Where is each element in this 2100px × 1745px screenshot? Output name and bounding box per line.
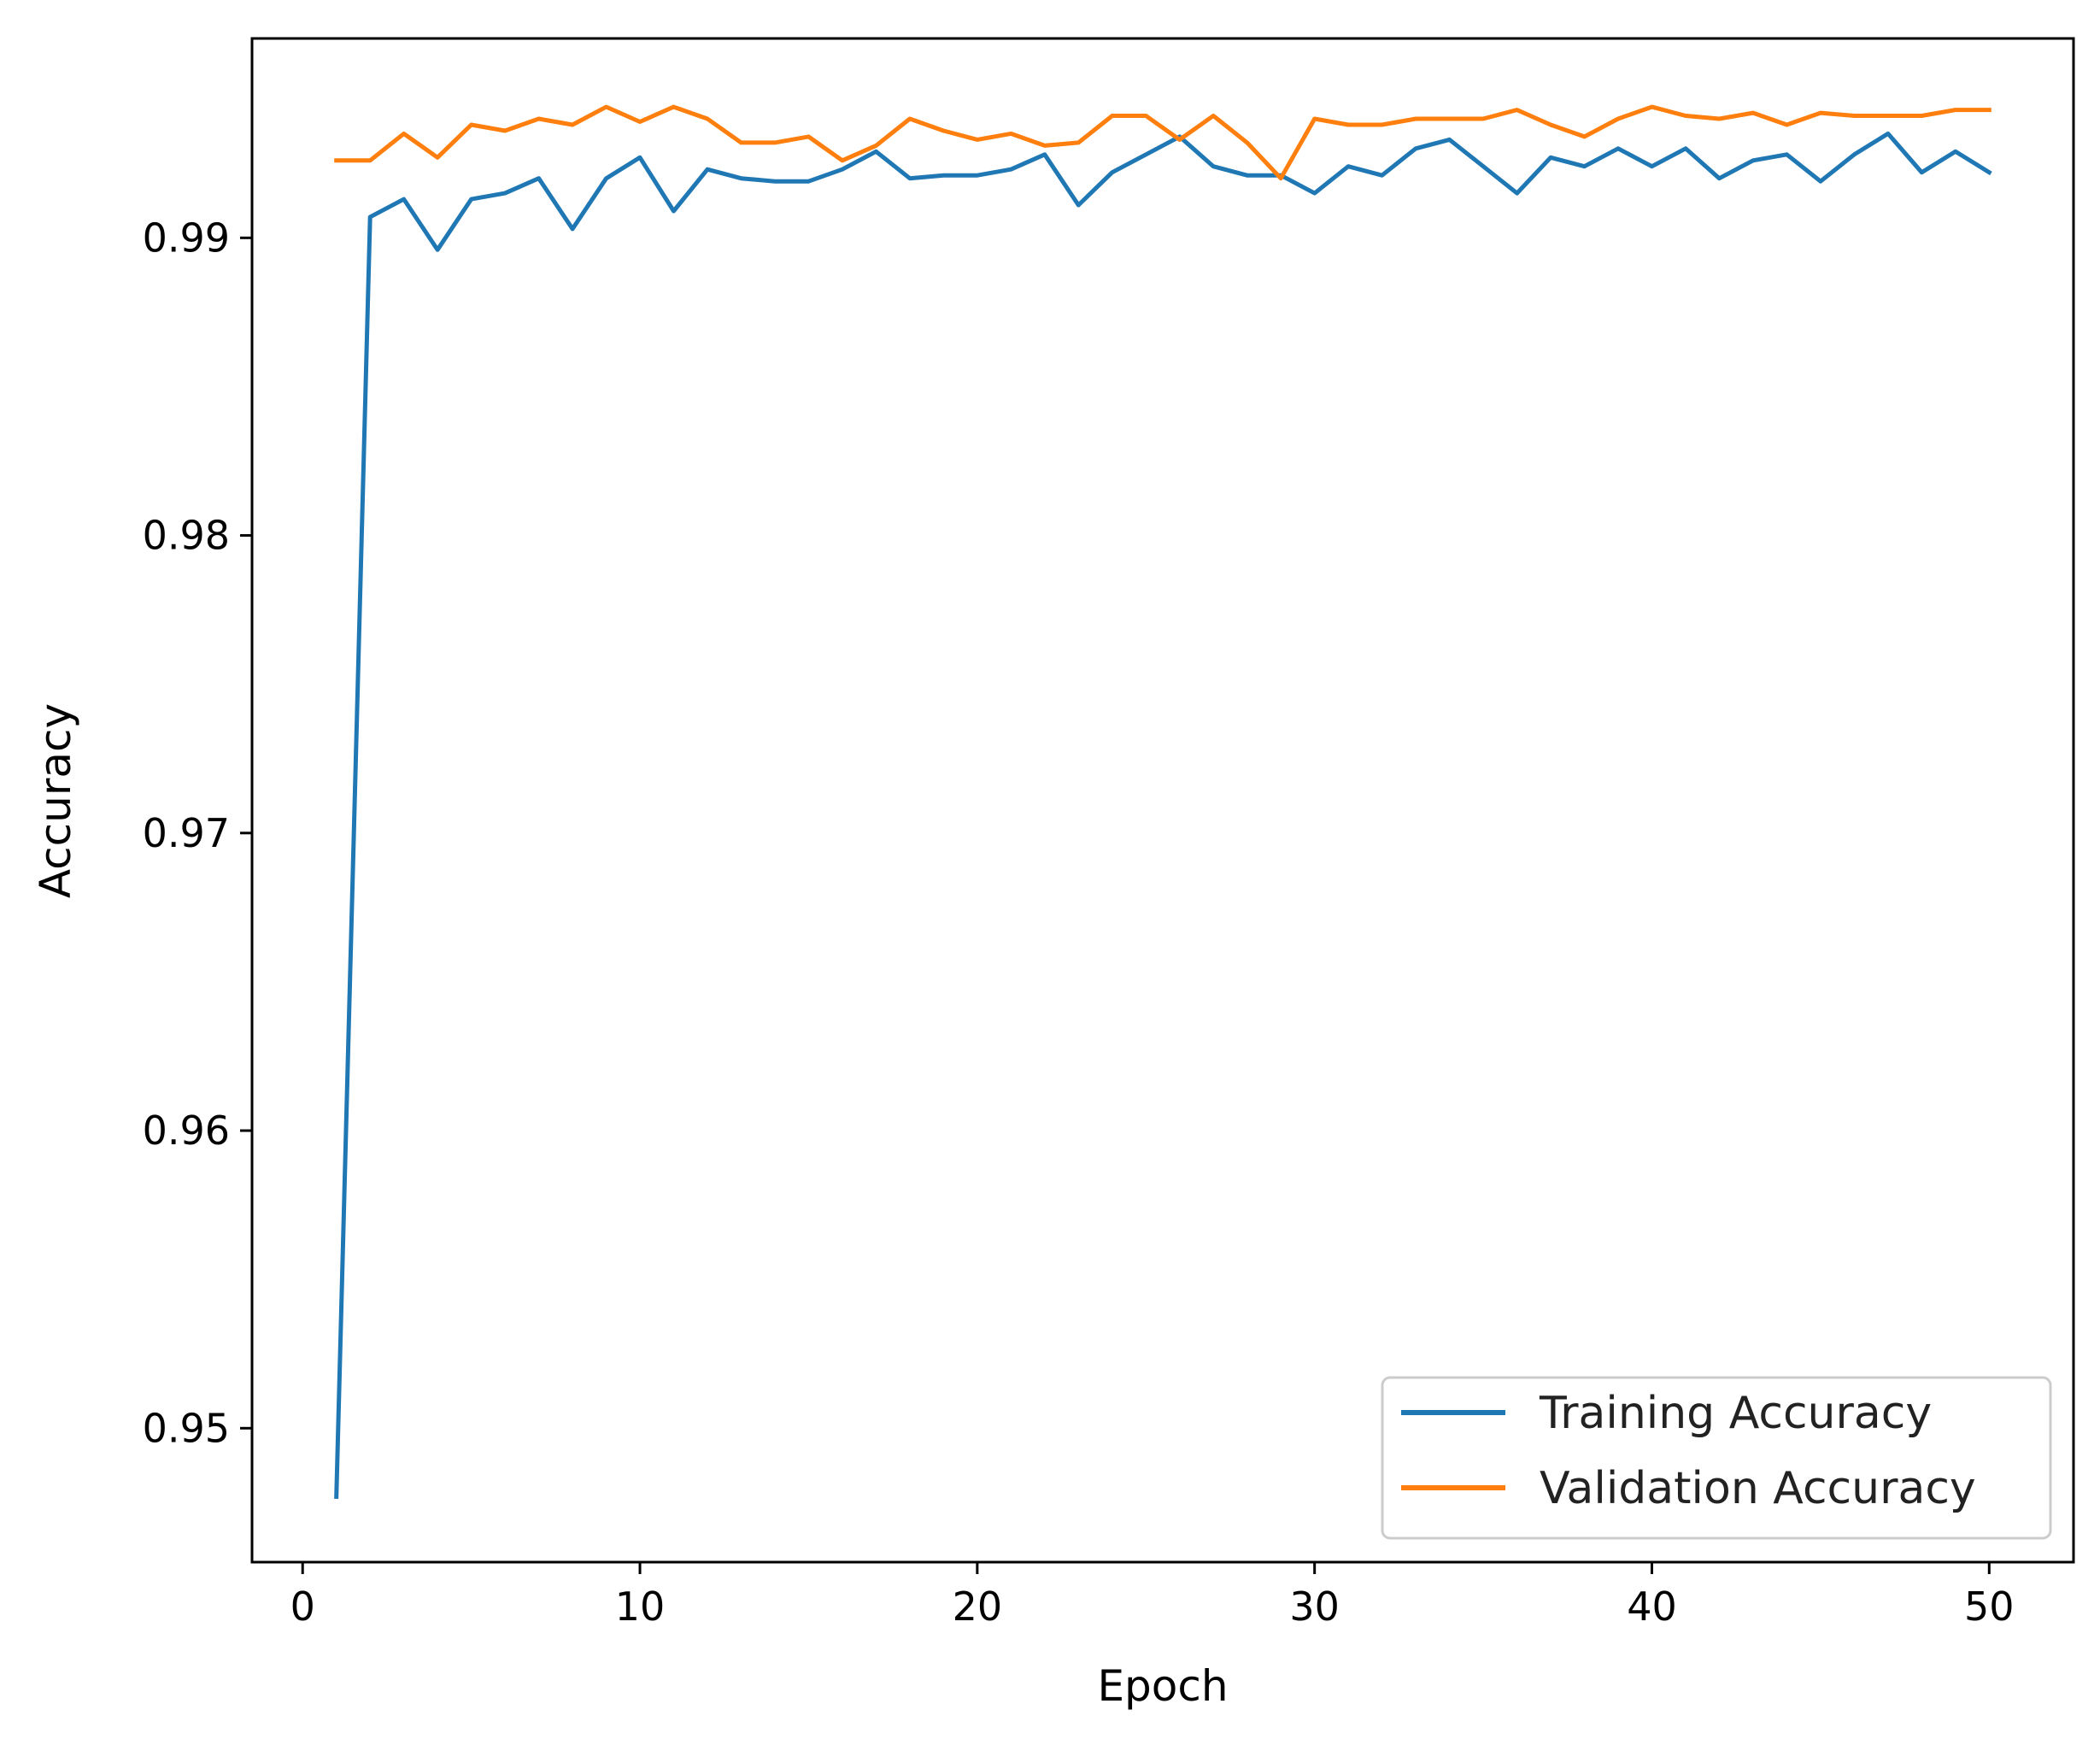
y-tick-label: 0.95 [143, 1405, 230, 1451]
series-layer [334, 104, 1992, 1499]
x-tick-label: 20 [953, 1583, 1003, 1630]
x-tick-label: 10 [615, 1583, 666, 1630]
series-line-validation [334, 104, 1991, 181]
y-axis-ticks: 0.95 0.96 0.97 0.98 0.99 [143, 214, 252, 1451]
y-tick-label: 0.96 [143, 1108, 230, 1154]
x-axis-ticks: 0 10 20 30 40 50 [290, 1562, 2015, 1630]
legend-label-validation: Validation Accuracy [1540, 1463, 1976, 1514]
legend: Training Accuracy Validation Accuracy [1381, 1376, 2052, 1540]
y-tick-label: 0.97 [143, 810, 230, 856]
legend-box [1381, 1376, 2052, 1540]
legend-label-training: Training Accuracy [1539, 1388, 1932, 1439]
y-axis-label: Accuracy [31, 703, 80, 898]
x-axis-label: Epoch [1097, 1661, 1228, 1711]
x-tick-label: 30 [1289, 1583, 1340, 1630]
y-tick-label: 0.98 [143, 513, 230, 559]
x-tick-label: 50 [1964, 1583, 2015, 1630]
series-line-training [334, 131, 1992, 1499]
x-tick-label: 0 [290, 1583, 315, 1630]
plot-frame [250, 37, 2075, 1564]
x-tick-label: 40 [1627, 1583, 1677, 1630]
y-tick-label: 0.99 [143, 214, 230, 261]
